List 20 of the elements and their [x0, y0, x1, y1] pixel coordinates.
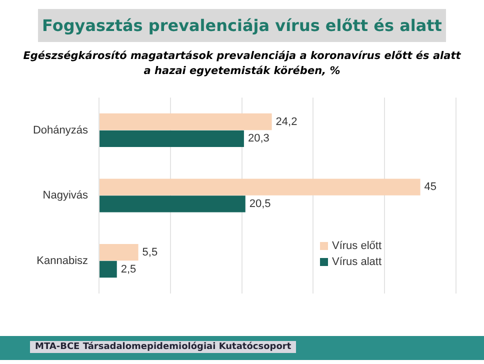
text: MTA-BCE Társadalomepidemiológiai Kutatócsoport	[30, 341, 296, 353]
y-tick-label: Kannabisz	[36, 254, 88, 267]
data-label: 24,2	[276, 116, 298, 128]
bar	[100, 244, 138, 261]
bar	[100, 130, 244, 148]
bar	[100, 196, 246, 212]
data-label: 20,5	[249, 198, 271, 210]
data-label: 5,5	[142, 246, 158, 258]
data-label: 20,3	[248, 132, 270, 145]
chart-subtitle: Egészségkárosító magatartások prevalenciája a koronavírus előtt és alatt a hazai egyetemisták körében, %	[22, 49, 462, 79]
bar	[100, 178, 420, 196]
legend-label: Vírus előtt	[332, 240, 382, 252]
legend-label: Vírus alatt	[332, 256, 382, 268]
data-label: 2,5	[120, 263, 136, 276]
bar	[100, 260, 117, 278]
y-tick-label: Dohányzás	[32, 124, 89, 136]
y-tick-label: Nagyivás	[42, 190, 89, 202]
bar	[100, 113, 272, 130]
chart-title: Fogyasztás prevalenciája vírus előtt és alatt	[38, 9, 446, 42]
data-label: 45	[424, 181, 437, 194]
